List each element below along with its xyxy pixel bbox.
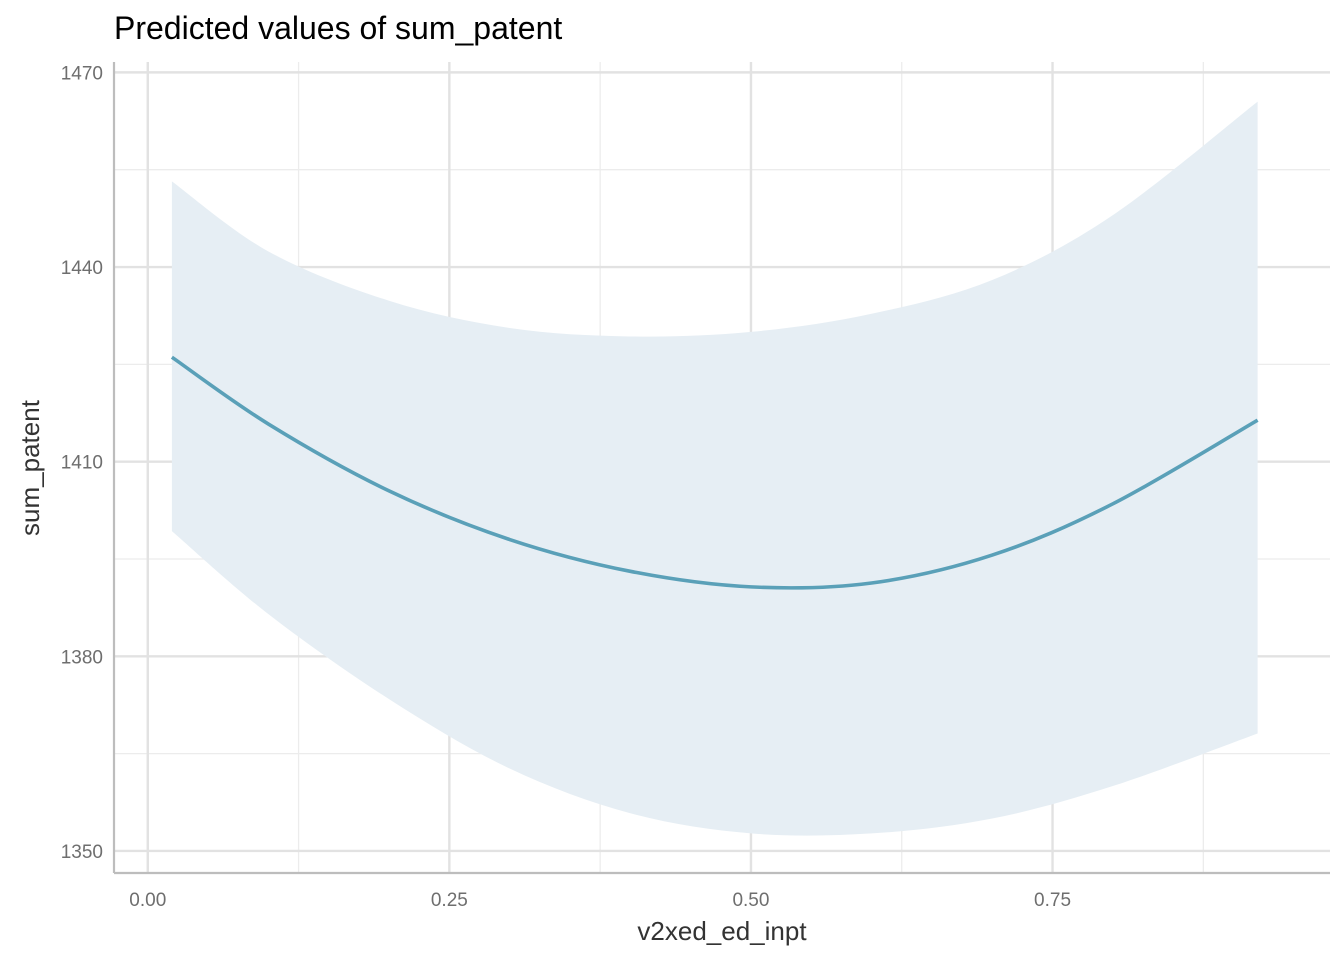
x-tick-label: 0.75 [1034, 890, 1071, 911]
y-tick-label: 1380 [61, 647, 103, 668]
y-tick-label: 1470 [61, 63, 103, 84]
axes [112, 62, 1330, 875]
confidence-band-layer [171, 101, 1258, 836]
x-tick-label: 0.00 [129, 890, 166, 911]
x-tick-label: 0.25 [431, 890, 468, 911]
y-tick-label: 1350 [61, 842, 103, 863]
tick-labels: 0.00 0.25 0.50 0.75 1350 1380 1410 1440 1470 [61, 63, 1071, 911]
x-axis-title: v2xed_ed_inpt [637, 916, 807, 946]
prediction-line [170, 355, 1259, 590]
y-axis-title: sum_patent [15, 399, 45, 536]
x-tick-label: 0.50 [732, 890, 769, 911]
y-tick-label: 1440 [61, 258, 103, 279]
y-tick-label: 1410 [61, 453, 103, 474]
confidence-band [171, 101, 1258, 836]
prediction-line-layer [170, 355, 1259, 590]
chart-title: Predicted values of sum_patent [114, 10, 562, 46]
